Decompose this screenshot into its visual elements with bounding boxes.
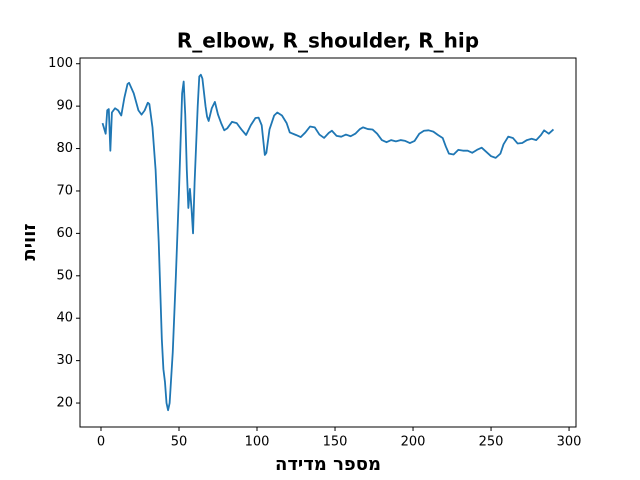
y-tick-label: 80 [56,141,73,156]
y-tick-label: 40 [56,311,73,326]
y-tick-label: 30 [56,353,73,368]
x-tick-label: 250 [479,435,504,450]
x-tick-label: 0 [97,435,105,450]
x-tick-label: 50 [171,435,188,450]
x-tick-label: 200 [401,435,426,450]
x-tick-label: 100 [245,435,270,450]
y-tick-label: 90 [56,99,73,114]
y-axis-label: זווית [19,223,40,260]
x-tick-label: 300 [557,435,582,450]
plot-frame [79,57,577,428]
y-tick-label: 50 [56,268,73,283]
y-tick-label: 100 [48,56,73,71]
data-line [101,73,555,412]
y-tick-label: 70 [56,183,73,198]
chart-title: R_elbow, R_shoulder, R_hip [177,29,479,53]
y-tick-label: 20 [56,396,73,411]
x-tick-label: 150 [323,435,348,450]
y-tick-label: 60 [56,226,73,241]
x-axis-label: מספר מדידה [275,454,381,475]
